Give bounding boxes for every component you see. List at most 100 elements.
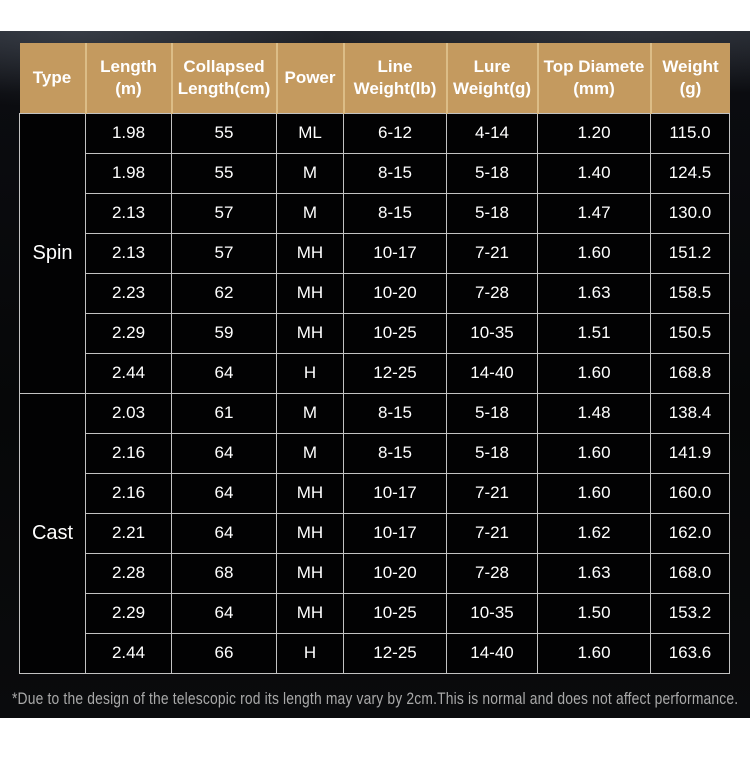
cell-length-m: 2.28 <box>85 552 172 594</box>
cell-lure-weight-g: 5-18 <box>446 392 538 434</box>
cell-line-weight-lb: 10-25 <box>343 312 447 354</box>
cell-top-diameter-mm: 1.60 <box>537 632 651 674</box>
cell-collapsed-length-cm: 57 <box>171 192 277 234</box>
cell-length-m: 2.03 <box>85 392 172 434</box>
cell-length-m: 2.13 <box>85 192 172 234</box>
cell-collapsed-length-cm: 61 <box>171 392 277 434</box>
table-row: 2.23 62 MH 10-20 7-28 1.63 158.5 <box>20 272 730 314</box>
table-row: 2.13 57 MH 10-17 7-21 1.60 151.2 <box>20 232 730 274</box>
cell-length-m: 2.16 <box>85 432 172 474</box>
cell-power: H <box>276 352 344 394</box>
cell-collapsed-length-cm: 64 <box>171 592 277 634</box>
cell-top-diameter-mm: 1.63 <box>537 552 651 594</box>
cell-top-diameter-mm: 1.20 <box>537 112 651 154</box>
cell-collapsed-length-cm: 57 <box>171 232 277 274</box>
cell-weight-g: 160.0 <box>650 472 730 514</box>
cell-length-m: 2.23 <box>85 272 172 314</box>
cell-power: MH <box>276 472 344 514</box>
cell-line-weight-lb: 10-25 <box>343 592 447 634</box>
table-row: 1.98 55 M 8-15 5-18 1.40 124.5 <box>20 152 730 194</box>
cell-power: M <box>276 152 344 194</box>
cell-top-diameter-mm: 1.63 <box>537 272 651 314</box>
cell-weight-g: 115.0 <box>650 112 730 154</box>
col-header-type: Type <box>19 43 86 113</box>
cell-line-weight-lb: 6-12 <box>343 112 447 154</box>
cell-lure-weight-g: 14-40 <box>446 632 538 674</box>
cell-weight-g: 163.6 <box>650 632 730 674</box>
cell-collapsed-length-cm: 59 <box>171 312 277 354</box>
cell-power: ML <box>276 112 344 154</box>
cell-power: MH <box>276 592 344 634</box>
cell-top-diameter-mm: 1.40 <box>537 152 651 194</box>
cell-length-m: 2.44 <box>85 352 172 394</box>
table-row: Spin 1.98 55 ML 6-12 4-14 1.20 115.0 <box>19 112 730 394</box>
cell-line-weight-lb: 12-25 <box>343 352 447 394</box>
row-group-label: Spin <box>19 112 86 394</box>
cell-length-m: 1.98 <box>85 152 172 194</box>
page: { "colors": { "page_bg": "#ffffff", "pan… <box>0 31 750 781</box>
col-header-power: Power <box>275 43 344 113</box>
cell-top-diameter-mm: 1.48 <box>537 392 651 434</box>
cell-lure-weight-g: 10-35 <box>446 312 538 354</box>
cell-weight-g: 141.9 <box>650 432 730 474</box>
table-row: Cast 2.03 61 M 8-15 5-18 1.48 138.4 <box>19 392 730 674</box>
table-row: 2.13 57 M 8-15 5-18 1.47 130.0 <box>20 192 730 234</box>
table-row: 2.44 66 H 12-25 14-40 1.60 163.6 <box>20 632 730 674</box>
table-row: 2.21 64 MH 10-17 7-21 1.62 162.0 <box>20 512 730 554</box>
cell-length-m: 2.16 <box>85 472 172 514</box>
col-header-collapsed-length: Collapsed Length(cm) <box>170 43 277 113</box>
cell-weight-g: 153.2 <box>650 592 730 634</box>
table-row: 2.29 64 MH 10-25 10-35 1.50 153.2 <box>20 592 730 634</box>
cell-lure-weight-g: 5-18 <box>446 432 538 474</box>
header-row: Type Length (m) Collapsed Length(cm) Pow… <box>19 43 730 113</box>
cell-weight-g: 151.2 <box>650 232 730 274</box>
cell-weight-g: 124.5 <box>650 152 730 194</box>
cell-power: M <box>276 192 344 234</box>
cell-collapsed-length-cm: 62 <box>171 272 277 314</box>
table-row: 2.16 64 MH 10-17 7-21 1.60 160.0 <box>20 472 730 514</box>
cell-lure-weight-g: 7-28 <box>446 272 538 314</box>
col-header-line-weight: Line Weight(lb) <box>342 43 447 113</box>
cell-weight-g: 162.0 <box>650 512 730 554</box>
cell-length-m: 2.29 <box>85 312 172 354</box>
cell-power: MH <box>276 232 344 274</box>
col-header-weight: Weight (g) <box>649 43 730 113</box>
cell-top-diameter-mm: 1.60 <box>537 432 651 474</box>
spec-table: Type Length (m) Collapsed Length(cm) Pow… <box>19 43 730 674</box>
cell-length-m: 2.21 <box>85 512 172 554</box>
table-row: 2.29 59 MH 10-25 10-35 1.51 150.5 <box>20 312 730 354</box>
cell-line-weight-lb: 10-17 <box>343 472 447 514</box>
row-group-label: Cast <box>19 392 86 674</box>
cell-power: H <box>276 632 344 674</box>
cell-line-weight-lb: 8-15 <box>343 152 447 194</box>
cell-power: MH <box>276 552 344 594</box>
cell-power: M <box>276 392 344 434</box>
cell-power: MH <box>276 272 344 314</box>
cell-collapsed-length-cm: 64 <box>171 432 277 474</box>
cell-weight-g: 168.8 <box>650 352 730 394</box>
cell-power: MH <box>276 512 344 554</box>
cell-power: M <box>276 432 344 474</box>
cell-collapsed-length-cm: 55 <box>171 112 277 154</box>
cell-top-diameter-mm: 1.60 <box>537 472 651 514</box>
table-row: 2.16 64 M 8-15 5-18 1.60 141.9 <box>20 432 730 474</box>
cell-lure-weight-g: 10-35 <box>446 592 538 634</box>
col-header-top-diameter: Top Diamete (mm) <box>536 43 651 113</box>
cell-length-m: 2.44 <box>85 632 172 674</box>
cell-length-m: 1.98 <box>85 112 172 154</box>
cell-line-weight-lb: 8-15 <box>343 432 447 474</box>
cell-line-weight-lb: 10-17 <box>343 232 447 274</box>
cell-line-weight-lb: 8-15 <box>343 392 447 434</box>
cell-line-weight-lb: 10-17 <box>343 512 447 554</box>
cell-line-weight-lb: 10-20 <box>343 272 447 314</box>
cell-lure-weight-g: 5-18 <box>446 152 538 194</box>
cell-lure-weight-g: 7-21 <box>446 472 538 514</box>
cell-weight-g: 130.0 <box>650 192 730 234</box>
cell-collapsed-length-cm: 64 <box>171 512 277 554</box>
cell-collapsed-length-cm: 64 <box>171 352 277 394</box>
cell-lure-weight-g: 5-18 <box>446 192 538 234</box>
cell-weight-g: 150.5 <box>650 312 730 354</box>
spec-table-body: Spin 1.98 55 ML 6-12 4-14 1.20 115.0 1.98 55 M 8-15… <box>19 112 730 674</box>
cell-length-m: 2.13 <box>85 232 172 274</box>
cell-lure-weight-g: 14-40 <box>446 352 538 394</box>
